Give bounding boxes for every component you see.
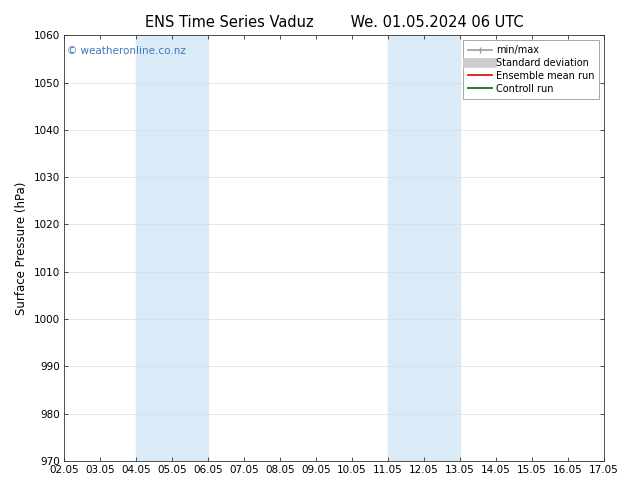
Legend: min/max, Standard deviation, Ensemble mean run, Controll run: min/max, Standard deviation, Ensemble me…	[463, 40, 599, 98]
Title: ENS Time Series Vaduz        We. 01.05.2024 06 UTC: ENS Time Series Vaduz We. 01.05.2024 06 …	[145, 15, 523, 30]
Bar	[388, 35, 460, 461]
Bar	[136, 35, 208, 461]
Text: © weatheronline.co.nz: © weatheronline.co.nz	[67, 46, 186, 56]
Y-axis label: Surface Pressure (hPa): Surface Pressure (hPa)	[15, 181, 28, 315]
